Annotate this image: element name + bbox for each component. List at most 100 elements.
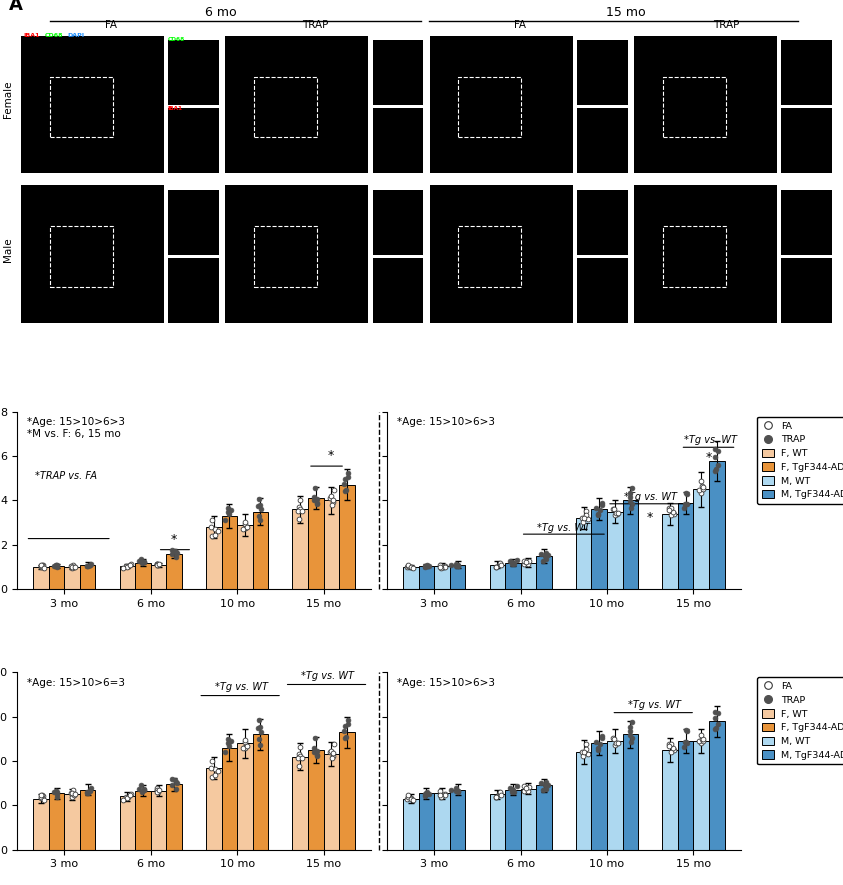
Point (341, 470, 355, 484)
Point (35, 789, 48, 803)
Point (490, 559, 503, 573)
Text: Male: Male (3, 238, 13, 262)
Point (422, 559, 436, 573)
Point (324, 743, 337, 758)
Point (116, 561, 130, 575)
Text: DAPI: DAPI (67, 33, 84, 38)
Point (116, 793, 130, 807)
Point (153, 558, 166, 572)
Bar (80, 789, 95, 850)
Bar (33, 798, 49, 850)
Text: FA: FA (105, 20, 117, 30)
Point (165, 772, 179, 786)
Point (64, 559, 78, 573)
Point (577, 515, 590, 529)
Point (223, 739, 236, 753)
Point (540, 775, 553, 789)
Point (49, 558, 62, 572)
Point (451, 558, 464, 573)
Point (437, 789, 450, 803)
Point (135, 784, 148, 798)
Point (338, 731, 352, 745)
Point (579, 508, 593, 522)
Bar (694, 489, 709, 589)
Point (51, 787, 64, 801)
Point (121, 791, 134, 805)
Bar (592, 743, 607, 850)
Point (239, 740, 252, 754)
Point (444, 783, 458, 797)
Bar (135, 563, 151, 589)
Point (51, 560, 64, 574)
FancyBboxPatch shape (430, 35, 573, 173)
Point (695, 480, 708, 494)
Bar (222, 516, 237, 589)
Point (83, 558, 97, 573)
Point (326, 492, 340, 506)
Bar (592, 510, 607, 589)
Point (50, 558, 63, 572)
Point (135, 556, 148, 570)
Point (666, 504, 679, 519)
Point (667, 507, 680, 521)
Text: IBA1: IBA1 (167, 105, 182, 111)
Point (708, 442, 722, 456)
Point (420, 559, 433, 573)
Point (135, 778, 148, 792)
Bar (663, 750, 678, 850)
Point (221, 736, 234, 750)
Point (150, 558, 164, 572)
Point (418, 789, 432, 803)
Point (35, 558, 48, 573)
Point (83, 558, 97, 572)
Bar (206, 527, 222, 589)
Point (420, 787, 433, 801)
Point (449, 781, 463, 795)
Point (708, 712, 722, 726)
Bar (623, 500, 638, 589)
Point (34, 559, 47, 573)
Point (606, 502, 620, 516)
Point (150, 785, 164, 799)
Point (507, 557, 520, 571)
Point (83, 783, 97, 797)
Point (519, 781, 533, 796)
Point (678, 740, 691, 754)
Point (51, 558, 64, 573)
Point (595, 731, 609, 745)
Point (695, 736, 708, 750)
Point (65, 790, 78, 804)
Bar (49, 566, 64, 589)
Point (582, 746, 595, 760)
Point (324, 489, 337, 504)
Point (218, 513, 232, 527)
Point (80, 558, 94, 573)
Point (66, 559, 79, 573)
Point (404, 791, 417, 805)
Point (208, 768, 222, 782)
Point (224, 503, 238, 517)
Text: *: * (327, 449, 334, 462)
Point (623, 494, 636, 508)
Point (327, 482, 341, 496)
Text: TRAP: TRAP (713, 20, 740, 30)
Point (623, 724, 636, 738)
Point (510, 553, 524, 567)
Bar (206, 767, 222, 850)
Point (310, 496, 324, 511)
Point (505, 555, 518, 569)
Point (433, 558, 447, 572)
Point (36, 558, 50, 573)
Text: *Age: 15>10>6>3: *Age: 15>10>6>3 (397, 678, 496, 688)
Point (518, 779, 531, 793)
FancyBboxPatch shape (781, 258, 832, 323)
Point (493, 785, 507, 799)
Point (34, 790, 47, 804)
Point (150, 783, 164, 797)
Point (492, 558, 506, 572)
Point (239, 521, 252, 535)
Point (310, 496, 324, 510)
Point (404, 560, 417, 574)
Bar (135, 791, 151, 850)
Point (589, 735, 603, 749)
